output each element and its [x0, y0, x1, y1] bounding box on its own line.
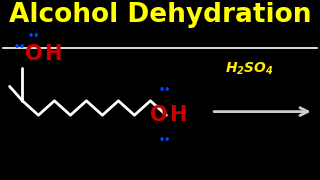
Text: ••: ••	[14, 42, 26, 52]
Text: Alcohol Dehydration: Alcohol Dehydration	[9, 2, 311, 28]
Text: H: H	[44, 44, 61, 64]
Text: O: O	[25, 44, 43, 64]
Text: ••: ••	[159, 135, 171, 145]
Text: ••: ••	[159, 85, 171, 95]
Text: ••: ••	[28, 31, 40, 41]
Text: $\mathregular{H_2SO_4}$: $\mathregular{H_2SO_4}$	[225, 60, 274, 77]
Text: H: H	[169, 105, 186, 125]
Text: O: O	[149, 105, 167, 125]
